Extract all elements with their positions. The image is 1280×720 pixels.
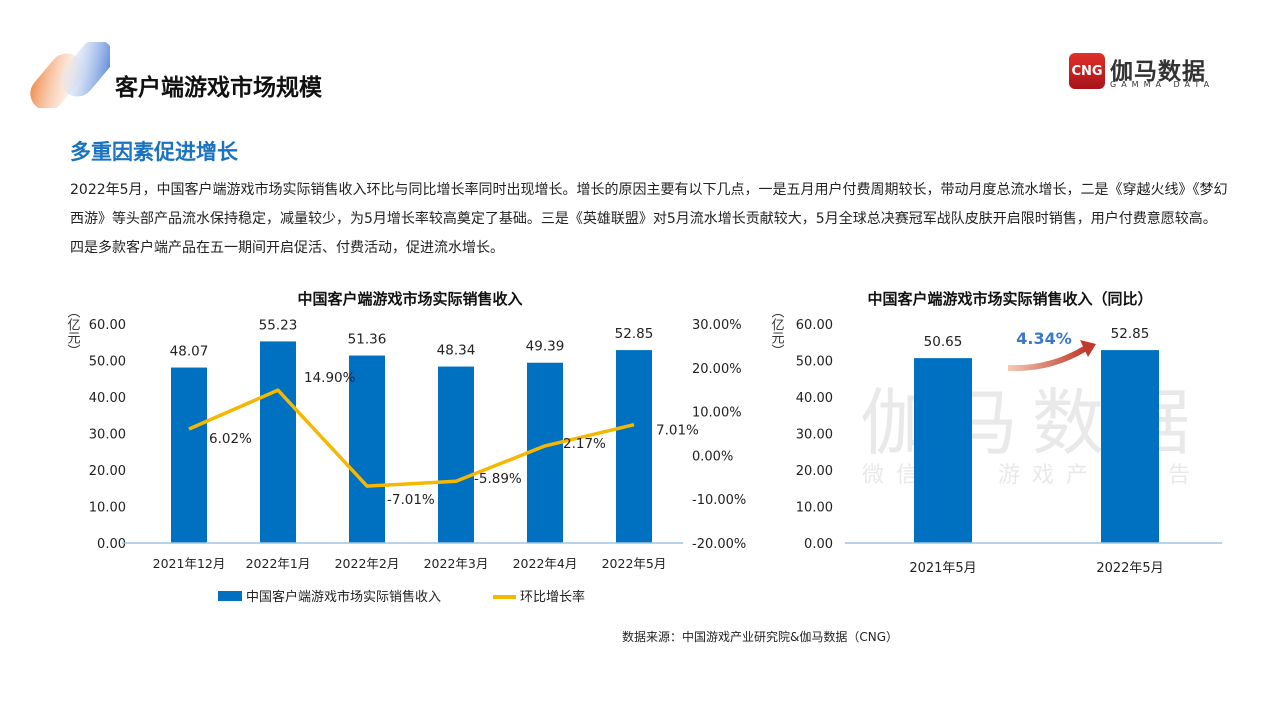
brand-subtitle: GAMMA DATA <box>1110 80 1215 89</box>
bar <box>527 362 563 543</box>
chart1-ylabel: （亿元） <box>65 305 81 357</box>
y-tick-label: 60.00 <box>89 318 126 333</box>
growth-rate-line <box>188 388 635 488</box>
y-tick-label: 30.00 <box>796 428 833 443</box>
bar-value-label: 55.23 <box>259 317 298 333</box>
yoy-growth-annotation: 4.34% <box>1016 329 1072 348</box>
y-tick-label: 40.00 <box>796 391 833 406</box>
line-value-label: -7.01% <box>387 492 435 508</box>
bar <box>616 350 652 543</box>
x-tick-label: 2021年12月 <box>153 556 226 571</box>
chart2-ylabel: （亿元） <box>769 305 785 357</box>
bar-value-label: 48.07 <box>170 344 209 360</box>
y-tick-label: 50.00 <box>89 355 126 370</box>
bar <box>914 358 972 543</box>
y-tick-label: 10.00 <box>796 501 833 516</box>
bar-value-label: 50.65 <box>924 334 963 350</box>
line-value-label: 14.90% <box>304 370 356 386</box>
x-tick-label: 2022年4月 <box>513 556 578 571</box>
y-tick-label: 20.00 <box>89 464 126 479</box>
x-tick-label: 2022年3月 <box>424 556 489 571</box>
chart2-title: 中国客户端游戏市场实际销售收入（同比） <box>867 290 1152 308</box>
y-tick-label: 50.00 <box>796 355 833 370</box>
legend-bar-swatch <box>218 591 242 601</box>
y2-tick-label: -10.00% <box>692 493 746 508</box>
brand-name: 伽马数据 <box>1110 59 1206 85</box>
bar-value-label: 48.34 <box>437 343 476 359</box>
y-tick-label: 0.00 <box>804 537 833 552</box>
chart1-title: 中国客户端游戏市场实际销售收入 <box>297 290 522 308</box>
brand-logo-mark: CNG <box>1069 53 1105 89</box>
logo-swoosh-icon <box>30 42 110 108</box>
y-tick-label: 60.00 <box>796 318 833 333</box>
x-tick-label: 2021年5月 <box>909 561 976 576</box>
bar <box>438 366 474 543</box>
bar-value-label: 52.85 <box>1111 326 1150 342</box>
page-title: 客户端游戏市场规模 <box>115 75 322 101</box>
legend-line-label: 环比增长率 <box>520 589 585 605</box>
x-tick-label: 2022年5月 <box>1096 561 1163 576</box>
bar <box>260 341 296 543</box>
y2-tick-label: 0.00% <box>692 449 733 464</box>
growth-arrow-icon <box>1007 345 1088 372</box>
y2-tick-label: 30.00% <box>692 318 742 333</box>
section-paragraph: 2022年5月，中国客户端游戏市场实际销售收入环比与同比增长率同时出现增长。增长… <box>70 182 1228 256</box>
line-value-label: 2.17% <box>563 436 606 452</box>
growth-arrow-head-icon <box>1080 340 1096 357</box>
legend-bar-label: 中国客户端游戏市场实际销售收入 <box>246 589 441 605</box>
data-source: 数据来源：中国游戏产业研究院&伽马数据（CNG） <box>622 630 899 644</box>
monthly-revenue-chart: 中国客户端游戏市场实际销售收入 （亿元） 0.00 10.00 20.00 30.00… <box>65 290 747 605</box>
x-tick-label: 2022年2月 <box>335 556 400 571</box>
y-tick-label: 0.00 <box>97 537 126 552</box>
y2-tick-label: 10.00% <box>692 406 742 421</box>
bar-value-label: 51.36 <box>348 332 387 348</box>
y-tick-label: 30.00 <box>89 428 126 443</box>
logo-swoosh <box>30 42 110 108</box>
bar <box>1101 350 1159 543</box>
yoy-revenue-chart: 中国客户端游戏市场实际销售收入（同比） （亿元） 0.00 10.00 20.00 3… <box>769 290 1222 576</box>
y-tick-label: 10.00 <box>89 501 126 516</box>
bar <box>171 367 207 543</box>
y-tick-label: 20.00 <box>796 464 833 479</box>
bar <box>349 355 385 543</box>
y-tick-label: 40.00 <box>89 391 126 406</box>
line-value-label: -5.89% <box>474 471 522 487</box>
line-value-label: 7.01% <box>656 423 699 439</box>
line-value-label: 6.02% <box>209 431 252 447</box>
x-tick-label: 2022年5月 <box>602 556 667 571</box>
x-tick-label: 2022年1月 <box>246 556 311 571</box>
bar-value-label: 52.85 <box>615 326 654 342</box>
y2-tick-label: -20.00% <box>692 537 746 552</box>
section-subtitle: 多重因素促进增长 <box>70 140 238 164</box>
y2-tick-label: 20.00% <box>692 362 742 377</box>
bar-value-label: 49.39 <box>526 339 565 355</box>
